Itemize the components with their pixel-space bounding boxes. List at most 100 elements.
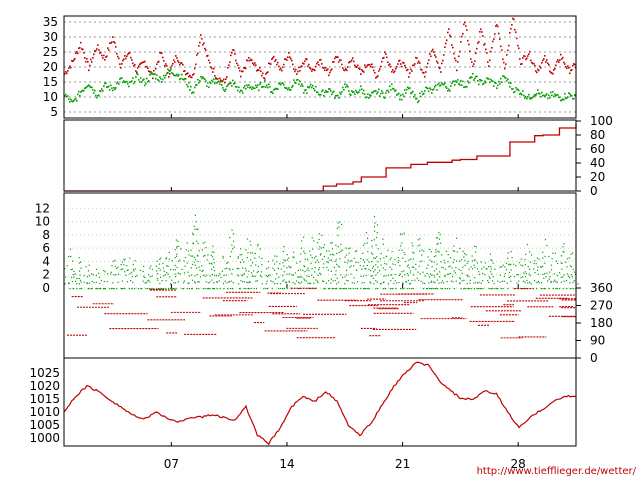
wind-speed-point	[375, 280, 377, 282]
temperature-point	[286, 59, 288, 61]
wind-speed-point	[341, 249, 343, 251]
temperature-point	[455, 59, 457, 62]
temperature-point	[170, 69, 172, 71]
temperature-point	[269, 85, 271, 88]
temperature-point	[386, 89, 388, 92]
wind-speed-point	[222, 255, 224, 258]
temperature-point	[194, 86, 196, 89]
wind-speed-point	[336, 277, 338, 279]
wind-speed-point	[213, 262, 215, 264]
wind-speed-point	[207, 254, 209, 256]
temperature-point	[569, 93, 571, 95]
wind-speed-point	[68, 282, 70, 285]
wind-speed-point	[464, 288, 466, 290]
wind-speed-point	[433, 256, 435, 258]
temperature-point	[499, 38, 501, 40]
wind-speed-point	[224, 268, 226, 270]
temperature-point	[164, 64, 166, 67]
wind-speed-point	[243, 281, 246, 283]
temperature-point	[227, 84, 229, 86]
wind-speed-point	[313, 240, 315, 242]
source-url[interactable]: http://www.tiefflieger.de/wetter/	[476, 466, 636, 477]
temperature-point	[540, 95, 542, 98]
wind-speed-point	[361, 268, 363, 270]
y-tick-label: 0	[590, 351, 598, 365]
temperature-point	[470, 76, 472, 78]
wind-speed-point	[132, 268, 134, 271]
wind-speed-point	[190, 249, 192, 251]
wind-speed-point	[112, 282, 114, 284]
wind-speed-point	[478, 271, 480, 273]
wind-speed-point	[347, 280, 349, 282]
temperature-point	[377, 91, 379, 93]
wind-speed-point	[563, 243, 565, 245]
temperature-point	[284, 86, 286, 89]
wind-speed-point	[134, 288, 136, 290]
temperature-point	[490, 50, 492, 53]
wind-speed-point	[245, 288, 247, 290]
temperature-point	[171, 64, 173, 67]
temperature-point	[471, 76, 473, 79]
temperature-point	[424, 75, 426, 78]
wind-speed-point	[107, 273, 109, 275]
wind-speed-point	[87, 270, 90, 272]
wind-speed-point	[435, 249, 437, 251]
wind-speed-point	[406, 288, 408, 290]
temperature-point	[192, 91, 194, 94]
wind-speed-point	[401, 288, 403, 290]
temperature-point	[430, 88, 432, 91]
wind-speed-point	[375, 244, 377, 246]
temperature-point	[327, 68, 329, 71]
temperature-point	[245, 87, 247, 90]
wind-speed-point	[453, 288, 455, 290]
temperature-point	[483, 82, 485, 85]
wind-speed-point	[357, 288, 359, 290]
wind-speed-point	[232, 268, 234, 270]
wind-speed-point	[506, 282, 508, 284]
wind-speed-point	[338, 281, 340, 283]
temperature-point	[502, 75, 504, 77]
temperature-point	[450, 85, 452, 87]
temperature-point	[329, 71, 331, 74]
wind-speed-point	[319, 254, 322, 256]
temperature-point	[532, 62, 534, 65]
wind-speed-point	[174, 269, 177, 271]
temperature-point	[431, 92, 433, 94]
temperature-point	[512, 88, 514, 90]
wind-speed-point	[169, 283, 172, 285]
temperature-point	[287, 88, 289, 91]
temperature-point	[497, 25, 499, 28]
temperature-point	[318, 64, 320, 66]
temperature-point	[234, 82, 236, 84]
wind-speed-point	[76, 277, 78, 279]
wind-speed-point	[313, 257, 316, 259]
wind-speed-point	[127, 269, 129, 271]
temperature-point	[149, 71, 151, 73]
temperature-point	[407, 68, 409, 71]
wind-speed-point	[259, 275, 261, 277]
temperature-point	[422, 71, 424, 74]
wind-speed-point	[166, 265, 168, 267]
wind-speed-point	[314, 271, 316, 273]
wind-speed-point	[366, 242, 368, 244]
temperature-point	[199, 79, 201, 82]
temperature-point	[130, 81, 132, 83]
wind-speed-point	[156, 277, 158, 280]
wind-speed-point	[443, 259, 445, 261]
temperature-point	[361, 88, 363, 91]
wind-speed-point	[198, 288, 200, 290]
wind-speed-point	[194, 228, 196, 230]
temperature-point	[278, 82, 280, 85]
temperature-point	[565, 97, 567, 100]
temperature-point	[229, 61, 231, 63]
wind-speed-point	[550, 264, 552, 266]
wind-speed-point	[237, 256, 240, 258]
wind-speed-point	[330, 282, 332, 284]
wind-speed-point	[131, 276, 133, 278]
temperature-point	[64, 95, 66, 97]
temperature-point	[356, 91, 358, 93]
temperature-point	[90, 58, 92, 61]
wind-speed-point	[502, 288, 504, 290]
wind-speed-point	[407, 274, 409, 276]
temperature-point	[438, 82, 440, 85]
